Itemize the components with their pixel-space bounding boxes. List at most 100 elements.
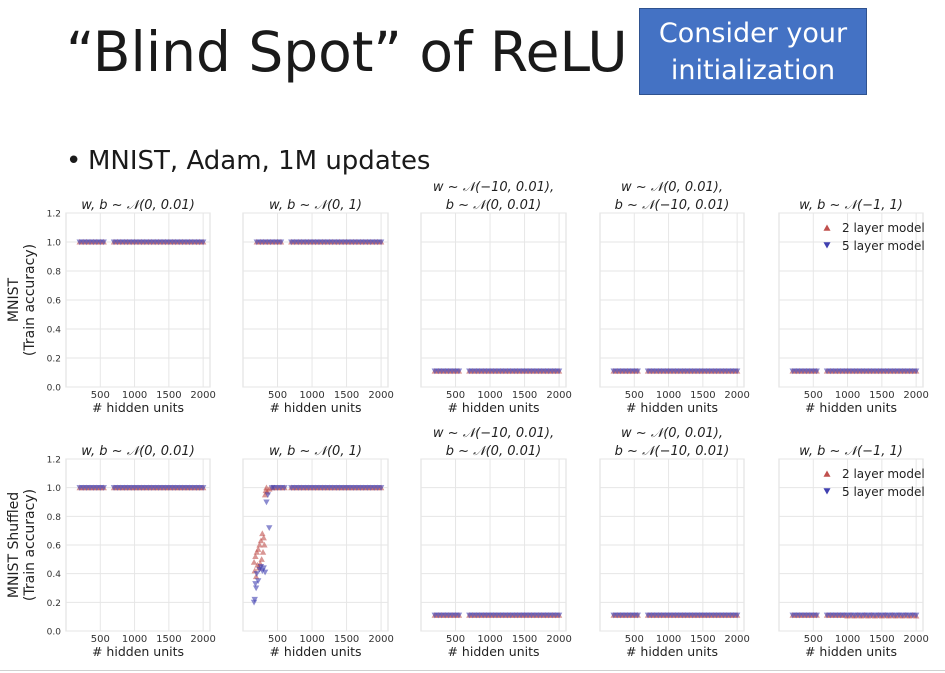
five-layer-point [251,596,258,603]
subplot-title: w ~ 𝒩(−10, 0.01), [433,180,554,195]
five-layer-point [266,525,273,531]
legend-two-layer-marker [823,470,831,477]
two-layer-point [260,534,267,541]
two-layer-point [259,548,267,555]
x-tick-label: 500 [91,634,110,645]
five-layer-point [455,368,463,375]
x-tick-label: 1500 [869,634,894,645]
x-tick-label: 1500 [334,634,359,645]
y-tick-label: 1.0 [47,484,62,494]
subplot-title: w, b ~ 𝒩(−1, 1) [799,198,903,213]
x-axis-label: # hidden units [626,400,718,415]
y-axis-label: (Train accuracy) [22,244,38,356]
subplot-title: b ~ 𝒩(0, 0.01) [446,198,542,213]
y-tick-label: 1.0 [47,239,62,249]
x-tick-label: 1500 [512,634,537,645]
x-tick-label: 2000 [903,634,928,645]
subplot-10: 500 1000 1500 2000 # hidden units w, b ~ 𝒩(−1… [778,444,929,659]
x-tick-label: 1500 [334,390,359,401]
x-tick-label: 1500 [690,390,715,401]
subplot-9: 500 1000 1500 2000 # hidden units w ~ 𝒩(0, 0.… [599,426,750,659]
two-layer-point [261,541,268,548]
five-layer-point [100,485,107,491]
subplot-title: w, b ~ 𝒩(0, 1) [269,444,362,459]
five-layer-point [733,612,741,619]
x-tick-label: 500 [625,634,644,645]
subplot-title: b ~ 𝒩(0, 0.01) [446,444,542,459]
five-layer-point [254,578,262,585]
subplot-title: b ~ 𝒩(−10, 0.01) [615,444,730,459]
two-layer-point [252,553,259,560]
x-tick-label: 1000 [299,634,324,645]
five-layer-point [281,485,288,491]
subplot-4: 500 1000 1500 2000 # hidden units w ~ 𝒩(0, 0.… [599,180,750,415]
legend-five-layer-marker [823,488,831,495]
x-tick-label: 1500 [156,634,181,645]
bullet-dot-icon: • [66,146,82,176]
five-layer-point [260,565,267,572]
x-axis-label: # hidden units [269,400,361,415]
x-tick-label: 2000 [903,390,928,401]
two-layer-point [252,573,260,580]
x-tick-label: 500 [625,390,644,401]
y-tick-label: 0.2 [47,599,61,609]
x-tick-label: 1000 [122,634,147,645]
x-tick-label: 2000 [190,634,215,645]
x-tick-label: 2000 [368,634,393,645]
y-axis-label: MNIST [6,277,22,322]
x-tick-label: 1000 [477,634,502,645]
two-layer-point [254,546,262,552]
y-tick-label: 0.4 [47,326,62,336]
x-tick-label: 500 [268,634,287,645]
five-layer-point [199,239,207,246]
legend-five-layer-marker [823,242,831,249]
subplot-title: w, b ~ 𝒩(0, 0.01) [81,198,195,213]
x-tick-label: 1000 [835,390,860,401]
subplot-7: 500 1000 1500 2000 # hidden units w, b ~ 𝒩(0,… [242,444,394,659]
x-tick-label: 500 [446,390,465,401]
five-layer-point [813,612,820,619]
x-tick-label: 2000 [546,390,571,401]
x-tick-label: 2000 [546,634,571,645]
subplot-3: 500 1000 1500 2000 # hidden units w ~ 𝒩(−10, … [420,180,572,415]
y-axis-label: (Train accuracy) [22,489,38,601]
five-layer-point [250,599,258,606]
y-tick-label: 0.8 [47,513,62,523]
y-axis-label: MNIST Shuffled [6,492,22,598]
five-layer-point [813,368,820,375]
subplot-8: 500 1000 1500 2000 # hidden units w ~ 𝒩(−10, … [420,426,572,659]
five-layer-point [555,368,563,375]
x-axis-label: # hidden units [269,644,361,659]
legend-two-layer-label: 2 layer model [842,221,925,235]
y-tick-label: 1.2 [47,456,61,466]
x-tick-label: 2000 [724,390,749,401]
five-layer-point [912,612,920,619]
x-axis-label: # hidden units [805,400,897,415]
initialization-callout: Consider your initialization [639,8,867,95]
subplot-title: w ~ 𝒩(−10, 0.01), [433,426,554,441]
legend-two-layer-marker [823,224,831,231]
x-tick-label: 1500 [869,390,894,401]
x-axis-label: # hidden units [92,400,184,415]
five-layer-point [377,485,385,491]
legend-five-layer-label: 5 layer model [842,485,925,499]
x-tick-label: 500 [91,390,110,401]
x-axis-label: # hidden units [447,400,539,415]
five-layer-point [733,368,741,375]
callout-text: Consider your initialization [658,17,848,86]
five-layer-point [261,569,269,576]
x-tick-label: 2000 [190,390,215,401]
x-tick-label: 1000 [656,390,681,401]
x-axis-label: # hidden units [805,644,897,659]
subplot-title: w ~ 𝒩(0, 0.01), [621,426,723,441]
subplot-2: 500 1000 1500 2000 # hidden units w, b ~ 𝒩(0,… [242,198,394,415]
five-layer-point [634,368,641,375]
y-tick-label: 0.6 [47,542,62,552]
subplot-title: b ~ 𝒩(−10, 0.01) [615,198,730,213]
x-tick-label: 500 [446,634,465,645]
x-axis-label: # hidden units [626,644,718,659]
five-layer-point [455,612,463,619]
x-tick-label: 500 [804,390,823,401]
y-tick-label: 0.0 [47,628,62,638]
